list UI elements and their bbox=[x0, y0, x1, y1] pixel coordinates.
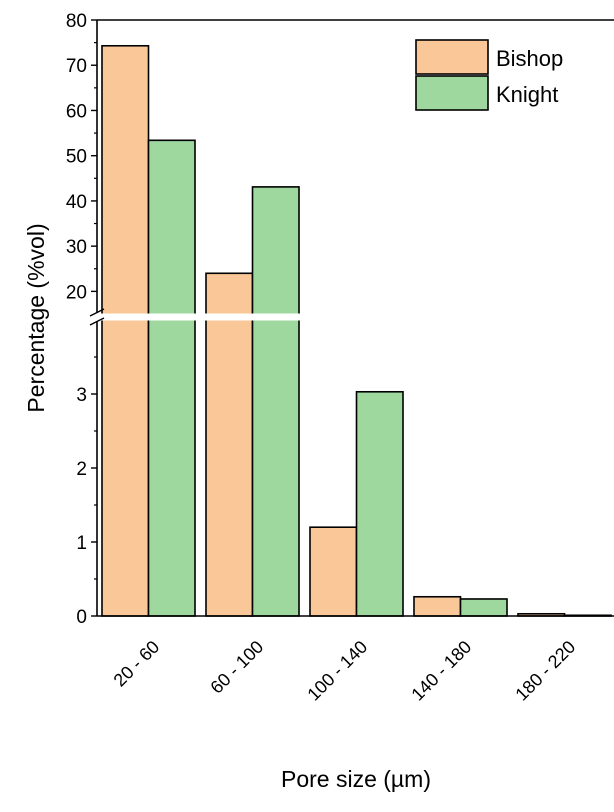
x-tick-label: 60 - 100 bbox=[206, 637, 267, 698]
axis-break-mark bbox=[89, 317, 105, 326]
y-tick-label: 1 bbox=[76, 533, 87, 554]
y-tick-label: 50 bbox=[66, 147, 87, 168]
y-tick-label: 20 bbox=[66, 282, 87, 303]
y-tick-label: 70 bbox=[66, 56, 87, 77]
y-tick-label: 30 bbox=[66, 237, 87, 258]
x-tick-label: 180 - 220 bbox=[511, 637, 579, 705]
bar-knight-0 bbox=[147, 139, 196, 617]
bar-bishop-3 bbox=[413, 595, 462, 617]
bar-knight-1 bbox=[251, 186, 300, 617]
legend-label-bishop: Bishop bbox=[496, 46, 563, 71]
legend-label-knight: Knight bbox=[496, 82, 558, 107]
x-tick-label: 140 - 180 bbox=[407, 637, 475, 705]
legend-swatch-bishop bbox=[415, 39, 489, 75]
axis-break-mark bbox=[89, 308, 105, 317]
bar-knight-3 bbox=[459, 598, 508, 617]
y-tick-label: 40 bbox=[66, 192, 87, 213]
bar-knight-2 bbox=[355, 390, 404, 617]
axis-break-band bbox=[98, 313, 614, 321]
x-tick-label: 20 - 60 bbox=[110, 637, 164, 691]
legend-swatch-knight bbox=[415, 75, 489, 111]
y-tick-label: 0 bbox=[76, 607, 87, 628]
x-tick-label: 100 - 140 bbox=[303, 637, 371, 705]
x-axis-title: Pore size (µm) bbox=[281, 766, 431, 792]
bar-bishop-1 bbox=[205, 272, 254, 617]
bar-bishop-0 bbox=[101, 44, 150, 617]
y-tick-label: 80 bbox=[66, 11, 87, 32]
y-tick-label: 60 bbox=[66, 101, 87, 122]
y-tick-label: 3 bbox=[76, 385, 87, 406]
y-tick-label: 2 bbox=[76, 459, 87, 480]
y-axis-title: Percentage (%vol) bbox=[23, 223, 49, 412]
bar-bishop-2 bbox=[309, 526, 358, 617]
